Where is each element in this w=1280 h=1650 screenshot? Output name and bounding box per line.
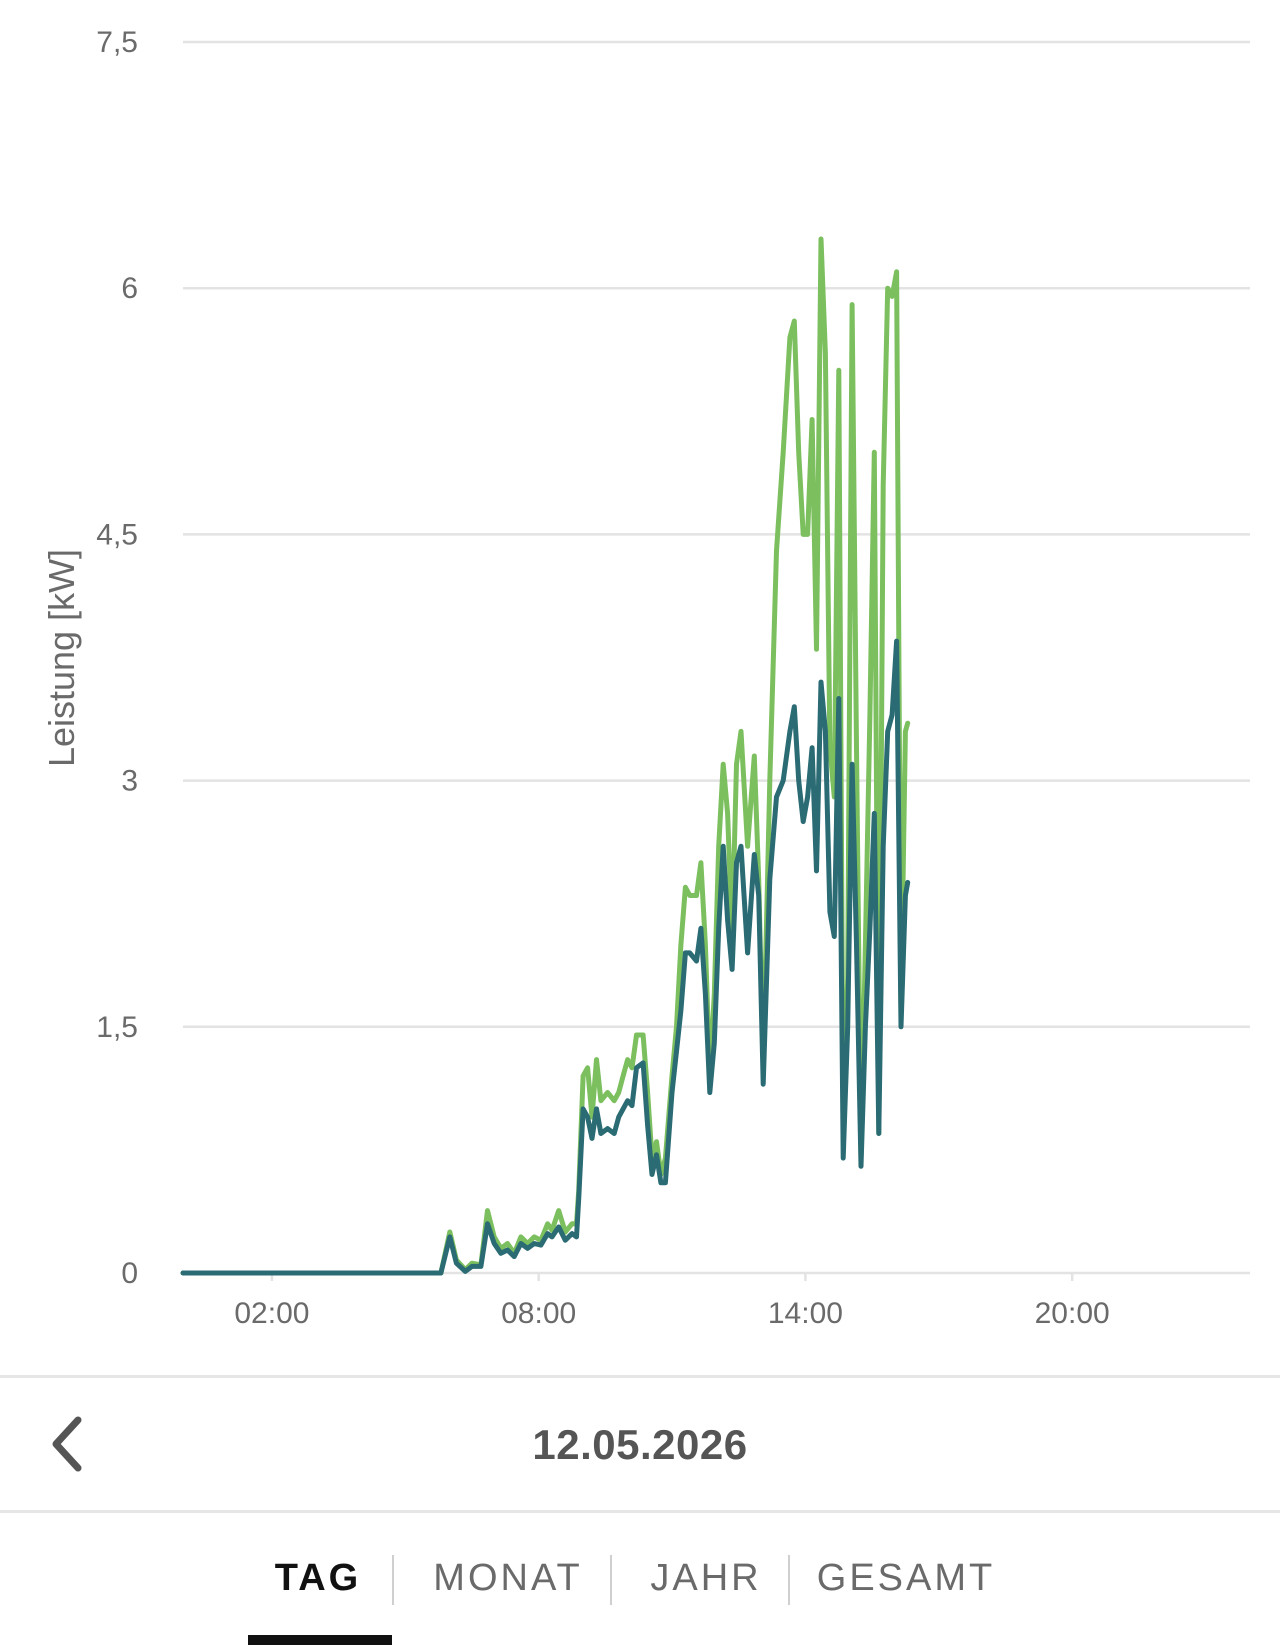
- period-tabs: TAG MONAT JAHR GESAMT: [0, 1513, 1280, 1650]
- y-tick-label: 4,5: [96, 518, 138, 551]
- y-axis-label: Leistung [kW]: [41, 549, 82, 767]
- chart-divider: [0, 1375, 1280, 1378]
- tab-monat[interactable]: MONAT: [433, 1556, 583, 1599]
- y-tick-label: 1,5: [96, 1011, 138, 1044]
- current-date: 12.05.2026: [532, 1421, 748, 1468]
- x-tick-label: 08:00: [501, 1297, 576, 1330]
- previous-day-button[interactable]: [36, 1398, 100, 1490]
- tab-separator: [788, 1555, 790, 1605]
- y-tick-label: 7,5: [96, 26, 138, 59]
- y-tick-label: 6: [121, 272, 138, 305]
- tab-separator: [392, 1555, 394, 1605]
- chevron-left-icon: [52, 1416, 82, 1472]
- tab-jahr[interactable]: JAHR: [650, 1556, 762, 1599]
- active-tab-indicator: [248, 1635, 392, 1645]
- tab-tag[interactable]: TAG: [274, 1556, 362, 1599]
- x-tick-label: 02:00: [234, 1297, 309, 1330]
- x-tick-label: 14:00: [768, 1297, 843, 1330]
- power-chart: 0 1,5 3 4,5 6 7,5 02:00 08:00 14:00 20:00 Leistung…: [41, 26, 1250, 1330]
- y-tick-label: 3: [121, 765, 138, 798]
- chart-svg: 0 1,5 3 4,5 6 7,5 02:00 08:00 14:00 20:00 Leistung…: [41, 26, 1250, 1330]
- y-tick-label: 0: [121, 1257, 138, 1290]
- tab-separator: [610, 1555, 612, 1605]
- x-tick-label: 20:00: [1035, 1297, 1110, 1330]
- series-line-2: [180, 638, 911, 1276]
- tab-gesamt[interactable]: GESAMT: [816, 1556, 996, 1599]
- date-divider: [0, 1510, 1280, 1513]
- date-navigation: 12.05.2026: [0, 1380, 1280, 1510]
